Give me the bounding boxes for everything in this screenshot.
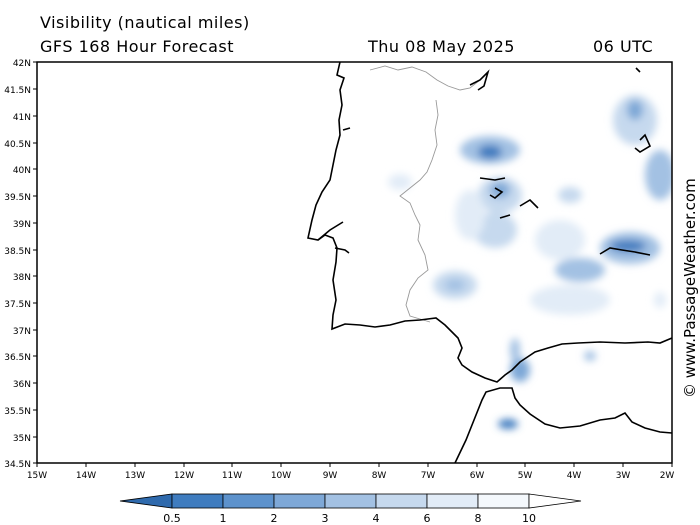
- lon-label: 7W: [421, 471, 436, 481]
- legend-label: 8: [475, 512, 482, 525]
- legend-label: 1: [220, 512, 227, 525]
- legend-label: 4: [373, 512, 380, 525]
- lat-label: 41N: [13, 113, 31, 123]
- lon-label: 4W: [567, 471, 582, 481]
- legend-swatch: [477, 493, 530, 509]
- legend-swatch: [426, 493, 479, 509]
- lon-label: 2W: [660, 471, 675, 481]
- lon-label: 5W: [518, 471, 533, 481]
- lat-label: 39N: [13, 220, 31, 230]
- lat-label: 37.5N: [4, 300, 31, 310]
- lon-label: 12W: [174, 471, 194, 481]
- lat-label: 38N: [13, 273, 31, 283]
- lon-label: 11W: [222, 471, 242, 481]
- map-title: Visibility (nautical miles): [40, 13, 250, 32]
- latitude-axis: 42N 41.5N 41N 40.5N 40N 39.5N 39N 38.5N …: [4, 59, 37, 470]
- lon-label: 13W: [125, 471, 145, 481]
- legend-swatch: [324, 493, 377, 509]
- legend-label: 10: [522, 512, 536, 525]
- lon-label: 8W: [372, 471, 387, 481]
- legend-label: 2: [271, 512, 278, 525]
- lat-label: 35N: [13, 434, 31, 444]
- legend-label: 6: [424, 512, 431, 525]
- country-borders: [369, 65, 481, 323]
- lat-label: 39.5N: [4, 193, 31, 203]
- legend-swatch: [273, 493, 326, 509]
- lat-label: 40N: [13, 166, 31, 176]
- lon-label: 9W: [323, 471, 338, 481]
- forecast-time: 06 UTC: [593, 37, 654, 56]
- lat-label: 40.5N: [4, 140, 31, 150]
- legend-arrow-high: [528, 493, 582, 509]
- forecast-date: Thu 08 May 2025: [368, 37, 515, 56]
- map-frame: [36, 61, 673, 464]
- visibility-legend: 0.5 1 2 3 4 6 8 10: [119, 493, 582, 525]
- lat-label: 36N: [13, 380, 31, 390]
- legend-swatch: [375, 493, 428, 509]
- legend-swatch: [171, 493, 224, 509]
- watermark-text: © www.PassageWeather.com: [681, 178, 699, 398]
- lon-label: 10W: [271, 471, 291, 481]
- lat-label: 41.5N: [4, 86, 31, 96]
- visibility-shading: [388, 95, 672, 429]
- lon-label: 6W: [470, 471, 485, 481]
- lat-label: 36.5N: [4, 353, 31, 363]
- legend-label: 3: [322, 512, 329, 525]
- coastlines: [307, 62, 672, 463]
- lon-label: 15W: [27, 471, 47, 481]
- legend-arrow-low: [119, 493, 173, 509]
- lat-label: 35.5N: [4, 407, 31, 417]
- lat-label: 42N: [13, 59, 31, 69]
- legend-label: 0.5: [163, 512, 181, 525]
- longitude-axis: 15W 14W 13W 12W 11W 10W 9W 8W 7W 6W 5W 4…: [27, 463, 675, 481]
- forecast-subtitle: GFS 168 Hour Forecast: [40, 37, 235, 56]
- lat-label: 34.5N: [4, 460, 31, 470]
- lat-label: 38.5N: [4, 247, 31, 257]
- lon-label: 14W: [76, 471, 96, 481]
- lon-label: 3W: [616, 471, 631, 481]
- lat-label: 37N: [13, 327, 31, 337]
- legend-swatch: [222, 493, 275, 509]
